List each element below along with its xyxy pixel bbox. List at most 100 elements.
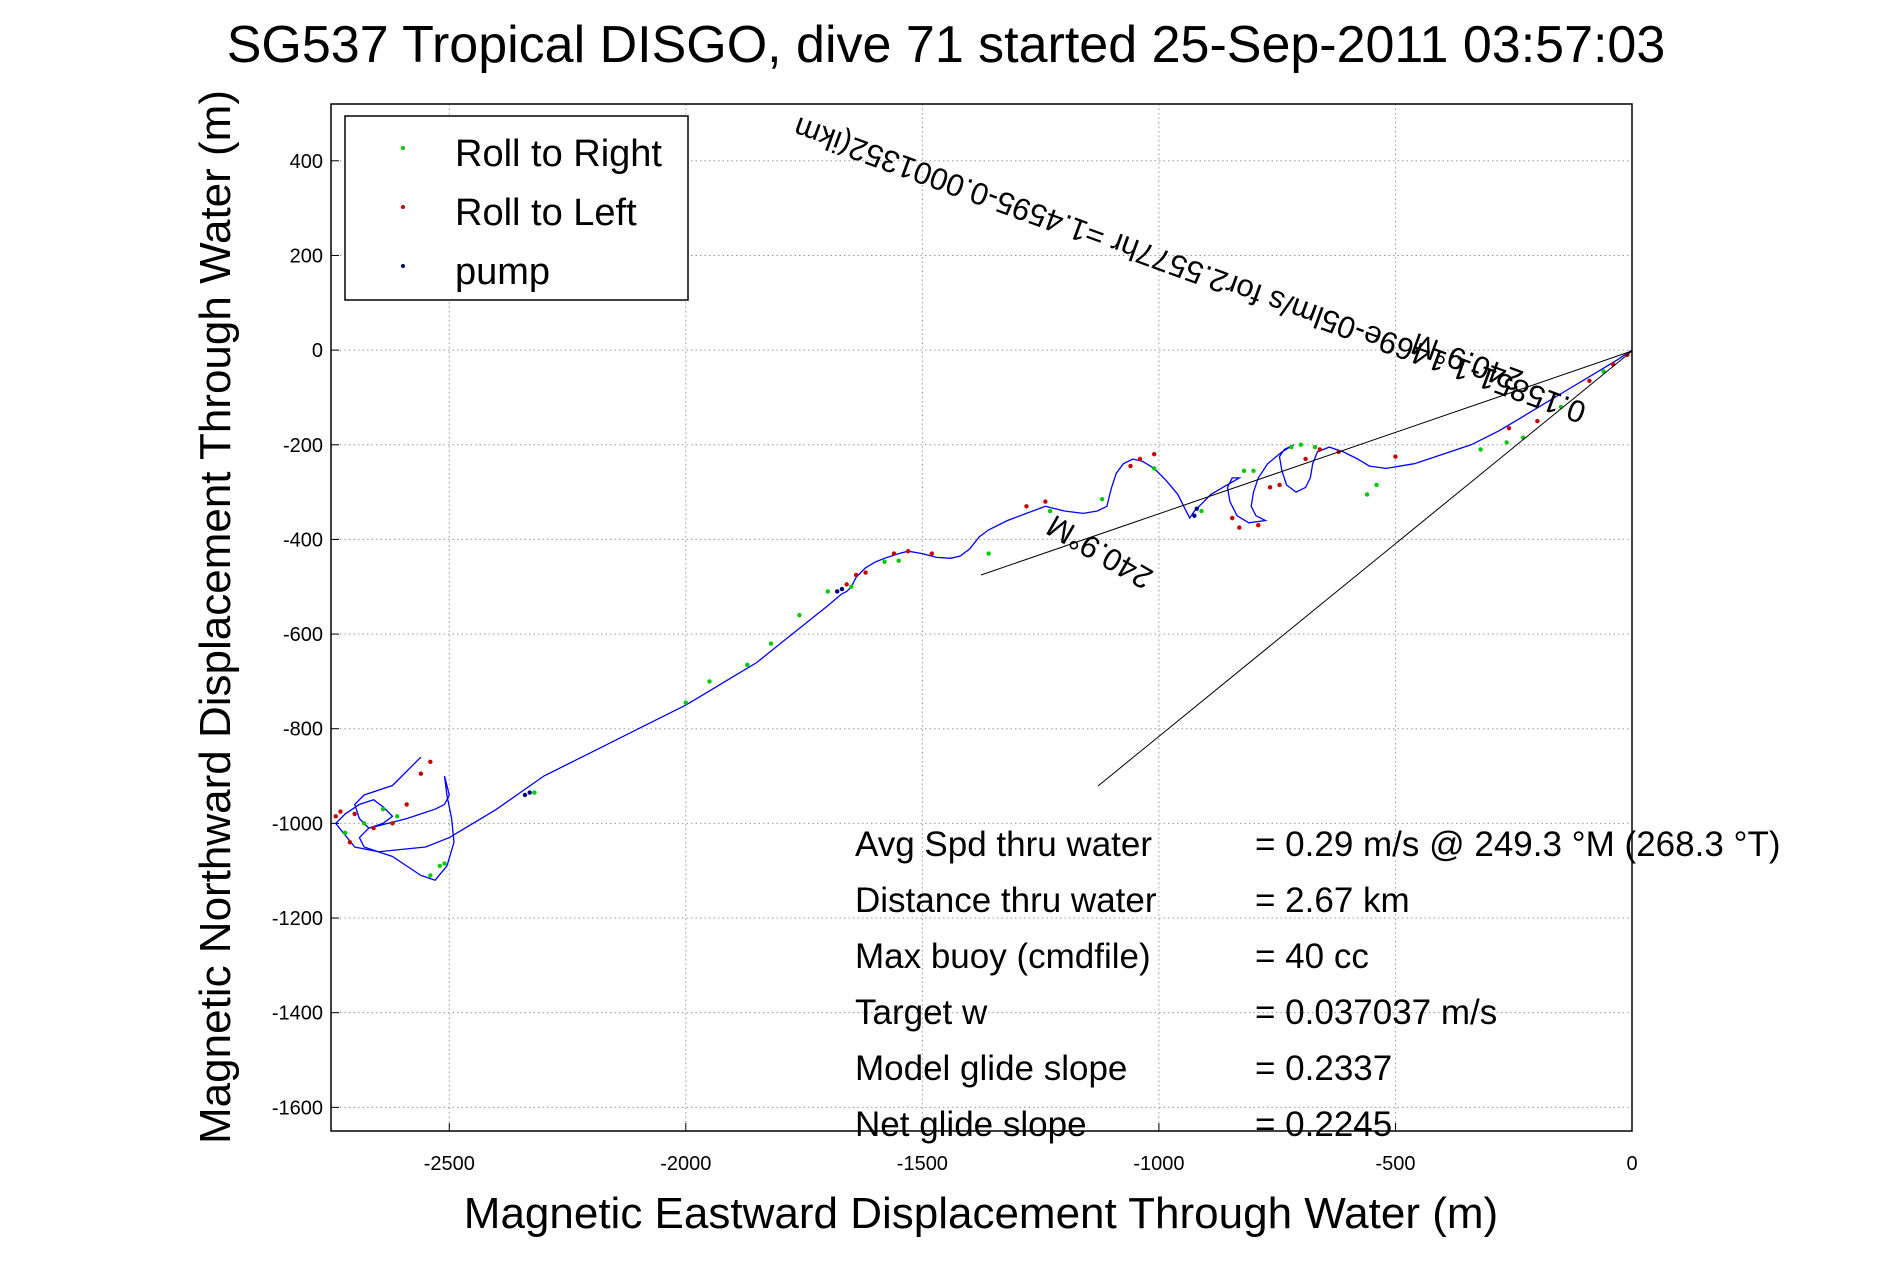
stat-value: = 0.2245: [1255, 1105, 1392, 1144]
roll-to-right-point: [768, 641, 774, 646]
chart-title: SG537 Tropical DISGO, dive 71 started 25…: [227, 16, 1666, 74]
legend-label: Roll to Right: [455, 133, 662, 175]
roll-to-right-point: [1241, 468, 1247, 473]
roll-to-right-point: [882, 559, 887, 564]
stats-block: Avg Spd thru water = 0.29 m/s @ 249.3 °M …: [855, 825, 1781, 1144]
y-tick-label: -1200: [272, 908, 323, 930]
roll-to-right-point: [1504, 440, 1509, 445]
roll-to-left-point: [347, 840, 353, 845]
roll-to-left-point: [1267, 485, 1273, 490]
x-tick-label: -500: [1375, 1153, 1415, 1175]
roll-to-left-point: [863, 570, 868, 575]
y-tick-label: 200: [290, 245, 323, 267]
roll-to-right-point: [1478, 447, 1483, 452]
roll-to-left-point: [418, 771, 424, 776]
roll-to-left-point: [929, 551, 935, 556]
tick-labels: -2500 -2000 -1500 -1000 -500 0 400 200 0 -200 -400…: [272, 151, 1638, 1175]
pump-point: [839, 586, 845, 592]
legend-marker: [401, 205, 405, 209]
roll-to-right-point: [361, 821, 367, 826]
stat-value: = 0.037037 m/s: [1255, 993, 1497, 1032]
roll-to-left-point: [1151, 452, 1157, 457]
roll-to-left-point: [428, 759, 433, 765]
heading-line-lower: [1097, 350, 1633, 787]
stat-label: Distance thru water: [855, 881, 1157, 920]
roll-to-left-point: [1317, 447, 1322, 452]
roll-to-right-point: [395, 814, 400, 819]
stat-label: Max buoy (cmdfile): [855, 937, 1151, 976]
roll-to-left-point: [844, 582, 849, 587]
x-axis-label: Magnetic Eastward Displacement Through W…: [464, 1189, 1498, 1238]
roll-to-left-point: [404, 802, 409, 807]
roll-to-left-point: [338, 809, 343, 814]
plot-frame: [330, 103, 1633, 1132]
stat-value: = 0.2337: [1255, 1049, 1392, 1088]
stat-label: Target w: [855, 993, 988, 1032]
roll-to-right-point: [1047, 508, 1053, 514]
roll-to-left-point: [905, 549, 911, 554]
roll-to-right-point: [1199, 508, 1204, 514]
legend-marker: [401, 264, 405, 268]
y-tick-label: -1000: [272, 813, 323, 835]
legend: Roll to Right Roll to Left pump: [344, 115, 689, 301]
stat-label: Net glide slope: [855, 1105, 1087, 1144]
roll-to-right-point: [707, 679, 712, 684]
roll-to-right-point: [1298, 442, 1304, 447]
roll-to-right-point: [745, 662, 750, 668]
roll-to-left-point: [371, 825, 376, 831]
dive-track-line: [334, 349, 1633, 881]
roll-to-left-point: [1237, 525, 1242, 530]
heading-label-mid: 240.9°M: [1041, 508, 1159, 596]
y-tick-label: -1400: [272, 1003, 323, 1025]
roll-to-left-point: [1128, 463, 1133, 469]
roll-to-right-point: [1099, 496, 1105, 502]
roll-to-right-point: [1364, 492, 1370, 497]
y-tick-label: 0: [312, 340, 323, 362]
x-tick-label: -2000: [660, 1153, 711, 1175]
roll-to-left-point: [1230, 515, 1235, 521]
roll-to-right-point: [1312, 444, 1318, 450]
roll-to-right-point: [849, 584, 854, 589]
heading-line-upper: [980, 350, 1633, 576]
y-tick-label: -1600: [272, 1097, 323, 1119]
roll-to-right-point: [986, 551, 991, 556]
roll-to-right-point: [1151, 466, 1157, 471]
legend-marker: [401, 146, 405, 150]
y-tick-label: 400: [290, 151, 323, 173]
pump-point: [522, 792, 528, 798]
x-tick-label: -1500: [897, 1153, 948, 1175]
roll-to-left-point: [333, 814, 338, 819]
roll-to-left-point: [352, 811, 357, 817]
roll-to-right-point: [1601, 369, 1606, 374]
pump-point: [1192, 513, 1197, 518]
roll-to-right-point: [532, 790, 537, 795]
stat-value: = 2.67 km: [1255, 881, 1410, 920]
roll-to-left-point: [1587, 378, 1592, 384]
roll-to-left-point: [1256, 523, 1261, 528]
annotation-layer: 0.15851-1.1469e-05lm/s for2.5577hr =1.45…: [789, 110, 1633, 787]
roll-to-left-point: [1506, 425, 1512, 431]
roll-to-left-point: [390, 821, 395, 826]
series-layer: [333, 349, 1633, 881]
roll-to-left-point: [1535, 418, 1540, 424]
roll-to-right-point: [1289, 444, 1294, 450]
pump-point: [835, 589, 840, 594]
y-tick-label: -800: [283, 719, 323, 741]
roll-to-left-point: [1024, 504, 1029, 509]
roll-to-right-point: [797, 612, 802, 618]
y-tick-label: -200: [283, 435, 323, 457]
roll-to-left-point: [891, 551, 897, 556]
roll-to-right-point: [825, 589, 830, 594]
stat-label: Model glide slope: [855, 1049, 1127, 1088]
roll-to-right-point: [1251, 468, 1256, 473]
stat-value: = 40 cc: [1255, 937, 1369, 976]
roll-to-right-point: [342, 830, 348, 836]
roll-to-left-point: [1043, 499, 1048, 504]
roll-to-left-point: [1277, 482, 1282, 488]
stat-label: Avg Spd thru water: [855, 825, 1152, 864]
stat-value: = 0.29 m/s @ 249.3 °M (268.3 °T): [1255, 825, 1781, 864]
x-tick-label: -2500: [424, 1153, 475, 1175]
roll-to-right-point: [428, 873, 433, 878]
y-tick-label: -400: [283, 529, 323, 551]
